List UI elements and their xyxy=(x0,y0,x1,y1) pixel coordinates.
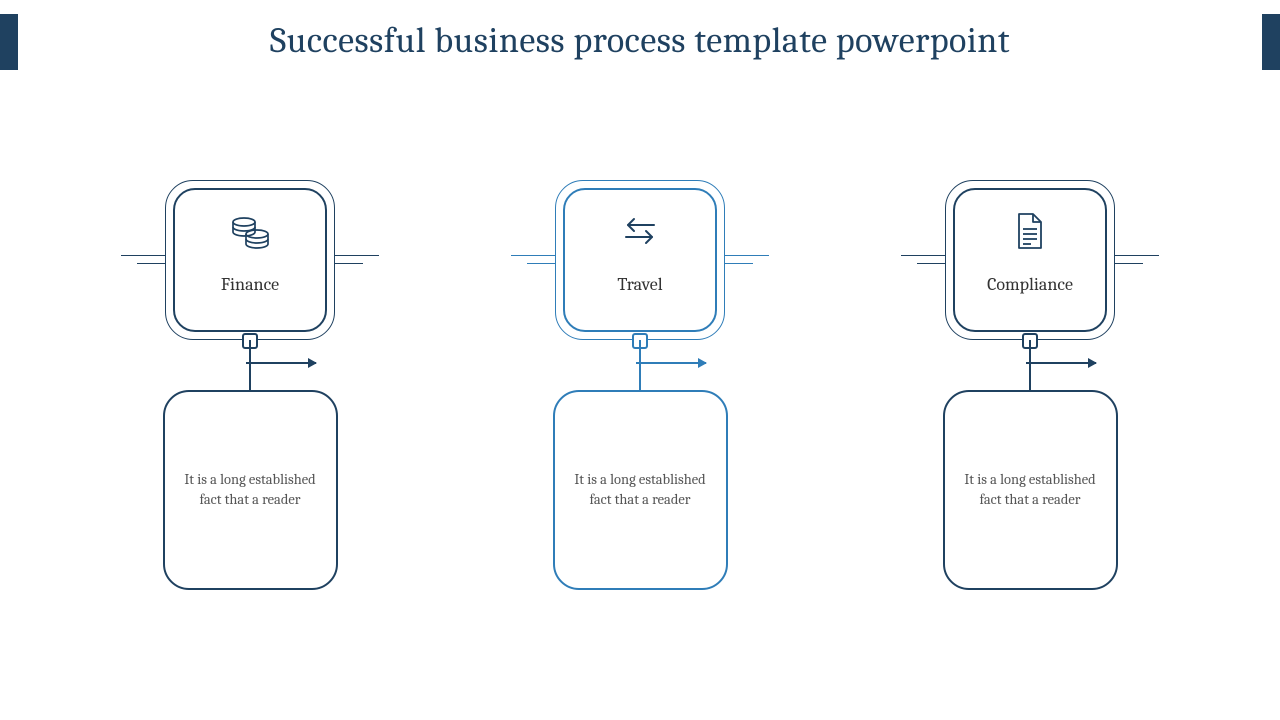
whisker-right xyxy=(335,252,379,266)
coins-icon xyxy=(227,208,273,254)
arrow-right-icon xyxy=(246,362,316,364)
connector xyxy=(590,340,690,390)
whisker-right xyxy=(725,252,769,266)
process-columns: Finance It is a long established fact th… xyxy=(0,180,1280,590)
top-card: Finance xyxy=(165,180,335,340)
connector xyxy=(980,340,1080,390)
arrow-right-icon xyxy=(1026,362,1096,364)
description-text: It is a long established fact that a rea… xyxy=(571,470,710,511)
card-label: Compliance xyxy=(987,274,1073,295)
top-card: Travel xyxy=(555,180,725,340)
edge-bar-right xyxy=(1262,14,1280,70)
top-card-inner: Travel xyxy=(563,188,717,332)
connector xyxy=(200,340,300,390)
process-column: Finance It is a long established fact th… xyxy=(130,180,370,590)
arrow-right-icon xyxy=(636,362,706,364)
slide-title: Successful business process template pow… xyxy=(270,20,1010,61)
card-label: Finance xyxy=(221,274,279,295)
description-card: It is a long established fact that a rea… xyxy=(553,390,728,590)
whisker-left xyxy=(121,252,165,266)
arrows-lr-icon xyxy=(617,208,663,254)
card-label: Travel xyxy=(617,274,662,295)
description-text: It is a long established fact that a rea… xyxy=(961,470,1100,511)
process-column: Compliance It is a long established fact… xyxy=(910,180,1150,590)
description-text: It is a long established fact that a rea… xyxy=(181,470,320,511)
description-card: It is a long established fact that a rea… xyxy=(943,390,1118,590)
edge-bar-left xyxy=(0,14,18,70)
description-card: It is a long established fact that a rea… xyxy=(163,390,338,590)
top-card-inner: Compliance xyxy=(953,188,1107,332)
top-card-inner: Finance xyxy=(173,188,327,332)
whisker-left xyxy=(901,252,945,266)
top-card: Compliance xyxy=(945,180,1115,340)
whisker-right xyxy=(1115,252,1159,266)
document-icon xyxy=(1007,208,1053,254)
process-column: Travel It is a long established fact tha… xyxy=(520,180,760,590)
whisker-left xyxy=(511,252,555,266)
